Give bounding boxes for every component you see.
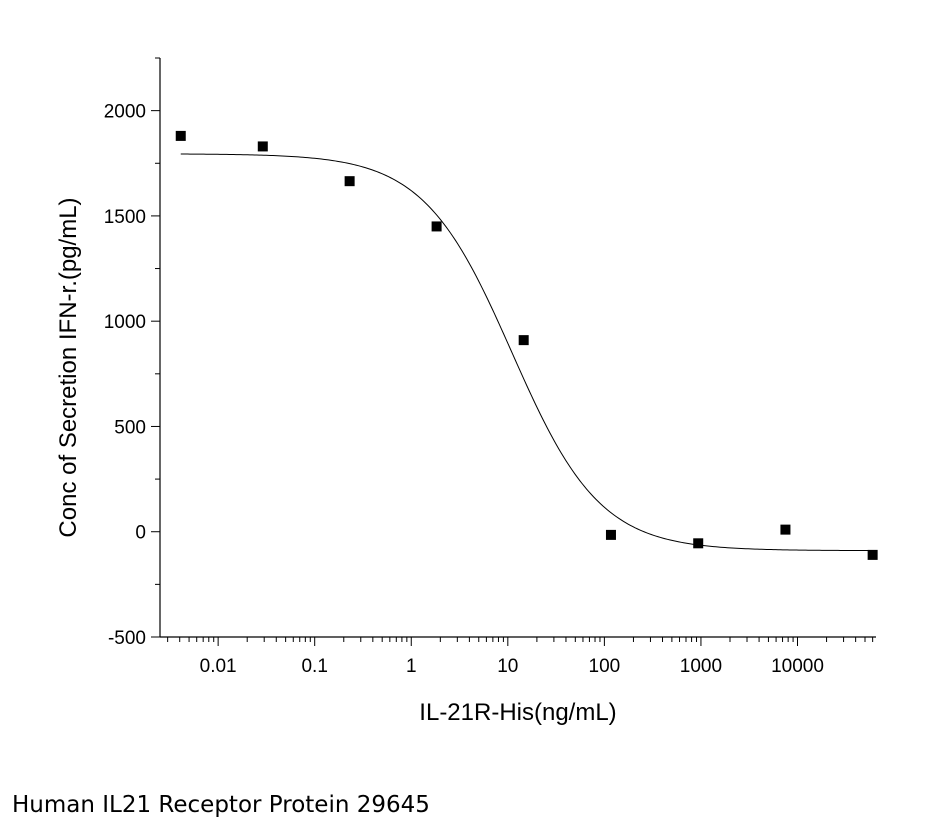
data-point: [780, 524, 791, 535]
x-tick-label: 100: [589, 656, 621, 677]
data-point: [175, 130, 186, 141]
chart: 0.01 0.1 1 10 100 1000 10000 -500 0 500 1000 1500 2…: [55, 57, 878, 726]
data-point: [693, 538, 704, 549]
y-tick-label: 1000: [104, 312, 146, 333]
x-tick-label: 1000: [680, 656, 722, 677]
x-tick-label: 0.1: [301, 656, 327, 677]
y-ticks: -500 0 500 1000 1500 2000: [104, 57, 160, 649]
data-point: [605, 529, 616, 540]
x-ticks: 0.01 0.1 1 10 100 1000 10000: [167, 637, 874, 677]
y-axis-label: Conc of Secretion IFN-r.(pg/mL): [55, 197, 82, 537]
x-tick-label: 1: [406, 656, 417, 677]
data-points: [175, 130, 878, 560]
x-tick-label: 0.01: [200, 656, 237, 677]
y-tick-label: 2000: [104, 102, 146, 123]
y-tick-label: -500: [108, 628, 146, 649]
data-point: [344, 176, 355, 187]
y-tick-label: 500: [114, 417, 146, 438]
x-tick-label: 10: [497, 656, 518, 677]
data-point: [867, 549, 878, 560]
data-point: [257, 141, 268, 152]
data-point: [431, 221, 442, 232]
x-axis-label: IL-21R-His(ng/mL): [419, 699, 616, 726]
caption: Human IL21 Receptor Protein 29645: [12, 792, 430, 818]
y-tick-label: 1500: [104, 207, 146, 228]
y-tick-label: 0: [135, 523, 146, 544]
fit-curve: [180, 153, 873, 552]
data-point: [518, 335, 529, 346]
axes: [159, 58, 876, 638]
x-tick-label: 10000: [771, 656, 824, 677]
